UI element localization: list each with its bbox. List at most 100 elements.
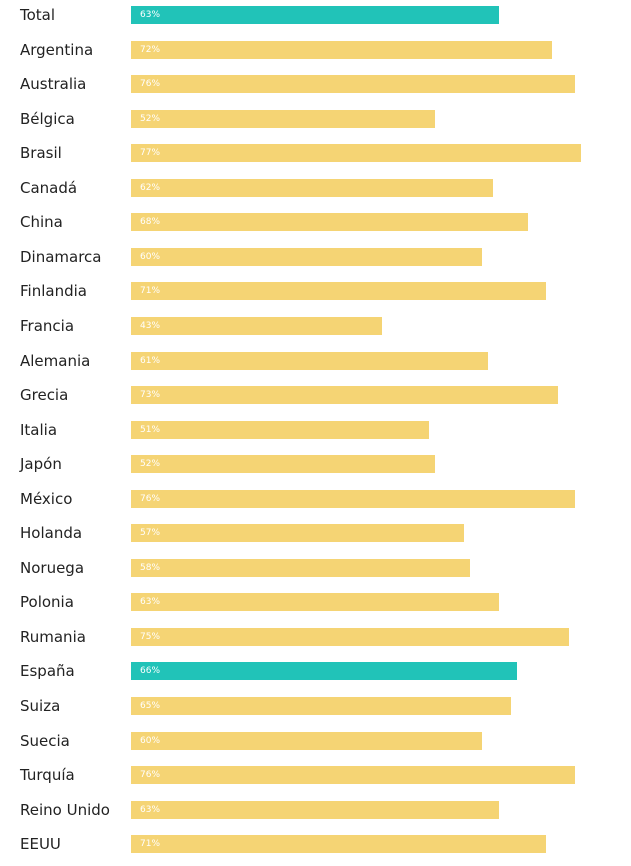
category-label: Noruega	[20, 558, 85, 577]
value-label: 61%	[140, 355, 161, 366]
category-label: Holanda	[20, 524, 83, 543]
bar: 71%	[131, 282, 546, 301]
bar-row-holanda: Holanda 57%	[0, 521, 631, 555]
value-label: 75%	[140, 631, 161, 642]
bar: 65%	[131, 697, 511, 715]
category-label: Suiza	[20, 697, 61, 715]
bar: 76%	[131, 489, 576, 508]
value-label: 76%	[140, 493, 161, 504]
bar-row-suiza: Suiza 65%	[0, 694, 631, 728]
category-label: Alemania	[20, 351, 91, 370]
value-label: 58%	[140, 562, 161, 573]
bar: 61%	[131, 351, 488, 370]
category-label: España	[20, 662, 75, 681]
bar-row-alemania: Alemania 61%	[0, 349, 631, 383]
value-label: 63%	[140, 597, 161, 608]
bar-row-polonia: Polonia 63%	[0, 590, 631, 624]
bar-row-dinamarca: Dinamarca 60%	[0, 245, 631, 279]
bar: 60%	[131, 731, 482, 750]
value-label: 57%	[140, 528, 161, 539]
bar: 51%	[131, 420, 430, 439]
value-label: 51%	[140, 424, 161, 435]
bar: 60%	[131, 247, 482, 266]
bar: 63%	[131, 6, 500, 24]
category-label: Canadá	[20, 178, 78, 197]
value-label: 52%	[140, 113, 161, 124]
bar-row-rumania: Rumania 75%	[0, 625, 631, 659]
bar-row-eeuu: EEUU 71%	[0, 832, 631, 866]
value-label: 76%	[140, 79, 161, 90]
category-label: Australia	[20, 75, 87, 94]
bar: 58%	[131, 558, 470, 577]
bar: 73%	[131, 386, 558, 405]
bar: 62%	[131, 178, 494, 197]
bar: 43%	[131, 316, 383, 335]
bar: 52%	[131, 455, 435, 474]
category-label: Bélgica	[20, 109, 75, 128]
bar: 76%	[131, 75, 576, 94]
bar: 71%	[131, 835, 546, 854]
value-label: 71%	[140, 839, 161, 850]
bar: 75%	[131, 627, 570, 646]
category-label: Francia	[20, 316, 75, 335]
category-label: Suecia	[20, 731, 70, 750]
category-label: Argentina	[20, 40, 94, 59]
category-label: Italia	[20, 420, 58, 439]
value-label: 71%	[140, 286, 161, 297]
bar-row-canad-: Canadá 62%	[0, 176, 631, 210]
value-label: 66%	[140, 666, 161, 677]
category-label: Total	[20, 6, 56, 24]
bar: 68%	[131, 213, 529, 232]
bar-row-italia: Italia 51%	[0, 418, 631, 452]
bar-row-brasil: Brasil 77%	[0, 141, 631, 175]
bar-row-australia: Australia 76%	[0, 72, 631, 106]
bar: 52%	[131, 109, 435, 128]
category-label: Brasil	[20, 144, 62, 163]
value-label: 52%	[140, 459, 161, 470]
value-label: 60%	[140, 735, 161, 746]
bar-row-b-lgica: Bélgica 52%	[0, 107, 631, 141]
bar-row-espa-a: España 66%	[0, 659, 631, 693]
value-label: 63%	[140, 804, 161, 815]
bar: 77%	[131, 144, 582, 163]
bar-row-china: China 68%	[0, 210, 631, 244]
value-label: 63%	[140, 10, 161, 20]
category-label: Polonia	[20, 593, 74, 612]
bar: 63%	[131, 593, 500, 612]
bar-row-argentina: Argentina 72%	[0, 38, 631, 72]
category-label: Grecia	[20, 386, 69, 405]
value-label: 73%	[140, 390, 161, 401]
value-label: 77%	[140, 148, 161, 159]
bar: 57%	[131, 524, 465, 543]
category-label: Reino Unido	[20, 800, 110, 819]
category-label: México	[20, 489, 73, 508]
value-label: 72%	[140, 44, 161, 55]
value-label: 43%	[140, 320, 161, 331]
value-label: 68%	[140, 217, 161, 228]
category-label: Turquía	[20, 766, 75, 785]
bar-row-noruega: Noruega 58%	[0, 556, 631, 590]
category-label: Finlandia	[20, 282, 87, 301]
bar: 63%	[131, 800, 500, 819]
bar-row-grecia: Grecia 73%	[0, 383, 631, 417]
bar-row-total: Total 63%	[0, 3, 631, 37]
bar-row-finlandia: Finlandia 71%	[0, 279, 631, 313]
bar-row-m-xico: México 76%	[0, 487, 631, 521]
category-label: Japón	[20, 455, 62, 474]
bar: 72%	[131, 40, 552, 59]
bar: 66%	[131, 662, 517, 681]
bar-row-francia: Francia 43%	[0, 314, 631, 348]
value-label: 62%	[140, 182, 161, 193]
bar: 76%	[131, 766, 576, 785]
bar-row-suecia: Suecia 60%	[0, 729, 631, 763]
category-label: EEUU	[20, 835, 61, 854]
value-label: 60%	[140, 251, 161, 262]
bar-row-reino-unido: Reino Unido 63%	[0, 798, 631, 832]
category-label: Rumania	[20, 627, 86, 646]
category-label: China	[20, 213, 63, 232]
value-label: 76%	[140, 770, 161, 781]
bar-row-jap-n: Japón 52%	[0, 452, 631, 486]
bar-row-turqu-a: Turquía 76%	[0, 763, 631, 797]
value-label: 65%	[140, 701, 161, 711]
